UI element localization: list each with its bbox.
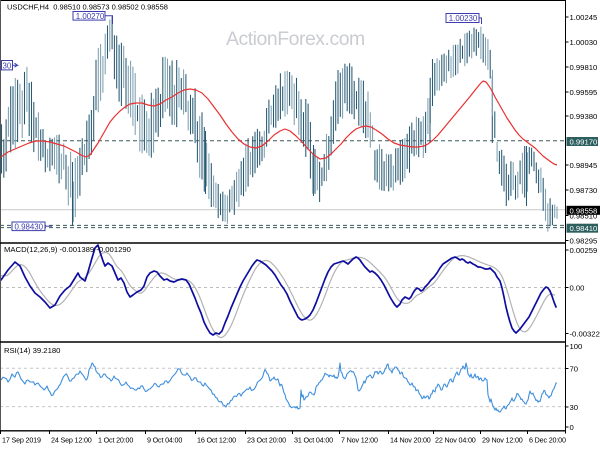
svg-text:0.99810: 0.99810: [570, 63, 598, 72]
svg-text:0.98410: 0.98410: [570, 224, 598, 233]
svg-text:14 Nov 20:00: 14 Nov 20:00: [390, 436, 431, 445]
svg-text:0.00: 0.00: [570, 284, 585, 293]
svg-text:ActionForex.com: ActionForex.com: [226, 28, 365, 50]
svg-text:30: 30: [3, 62, 12, 71]
svg-text:0.98730: 0.98730: [570, 186, 598, 195]
svg-text:0.00259: 0.00259: [570, 246, 598, 255]
svg-text:16 Oct 12:00: 16 Oct 12:00: [197, 436, 236, 445]
svg-text:0.98510: 0.98510: [570, 212, 598, 221]
svg-text:0.99170: 0.99170: [570, 138, 598, 147]
svg-text:6 Dec 20:00: 6 Dec 20:00: [529, 436, 566, 445]
svg-text:0.99380: 0.99380: [570, 112, 598, 121]
svg-text:MACD(12,26,9) -0.001389 -0.001: MACD(12,26,9) -0.001389 -0.001290: [4, 245, 131, 254]
svg-text:1.00230: 1.00230: [449, 14, 478, 23]
svg-text:0.98558: 0.98558: [570, 206, 598, 215]
svg-text:0: 0: [570, 423, 574, 432]
svg-text:17 Sep 2019: 17 Sep 2019: [2, 436, 41, 445]
svg-text:31 Oct 04:00: 31 Oct 04:00: [294, 436, 333, 445]
svg-text:1 Oct 20:00: 1 Oct 20:00: [98, 436, 133, 445]
svg-text:24 Sep 12:00: 24 Sep 12:00: [51, 436, 92, 445]
svg-text:0.98430: 0.98430: [15, 222, 44, 231]
svg-text:USDCHF,H4 0.98510 0.98573 0.9: USDCHF,H4 0.98510 0.98573 0.98502 0.9855…: [7, 3, 168, 12]
svg-text:0.98945: 0.98945: [570, 161, 598, 170]
svg-text:100: 100: [570, 342, 583, 351]
svg-text:23 Oct 20:00: 23 Oct 20:00: [247, 436, 286, 445]
svg-text:70: 70: [570, 365, 579, 374]
svg-text:29 Nov 12:00: 29 Nov 12:00: [482, 436, 523, 445]
svg-text:7 Nov 12:00: 7 Nov 12:00: [341, 436, 378, 445]
svg-text:RSI(14) 39.2180: RSI(14) 39.2180: [4, 346, 60, 355]
svg-text:1.00245: 1.00245: [570, 13, 598, 22]
svg-text:1.00270: 1.00270: [76, 12, 105, 21]
svg-text:0.99595: 0.99595: [570, 88, 598, 97]
svg-text:9 Oct 04:00: 9 Oct 04:00: [147, 436, 182, 445]
svg-text:1.00030: 1.00030: [570, 38, 598, 47]
svg-text:0.98295: 0.98295: [570, 237, 598, 246]
svg-text:22 Nov 04:00: 22 Nov 04:00: [435, 436, 476, 445]
svg-text:30: 30: [570, 403, 579, 412]
